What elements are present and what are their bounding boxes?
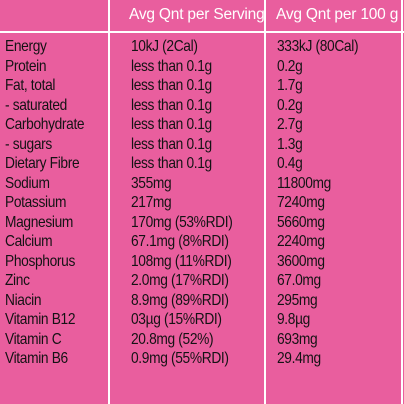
nutrient-name: Fat, total: [5, 77, 56, 94]
per-serving-value: 108mg (11%RDI): [131, 252, 232, 270]
nutrient-name: Calcium: [5, 233, 53, 250]
table-row: Sodium 355mg 11800mg: [0, 174, 404, 194]
nutrient-name: Niacin: [5, 291, 42, 309]
per-serving-value: 0.9mg (55%RDI): [131, 350, 229, 367]
per-serving-value: 217mg: [131, 194, 172, 211]
per-100g-value: 7240mg: [277, 194, 325, 211]
nutrient-name: Dietary Fibre: [5, 155, 80, 172]
per-100g-value: 67.0mg: [277, 272, 321, 289]
per-100g-value: 333kJ (80Cal): [277, 38, 359, 55]
table-row: Zinc 2.0mg (17%RDI) 67.0mg: [0, 271, 404, 291]
table-row: Niacin 8.9mg (89%RDI) 295mg: [0, 291, 404, 311]
per-serving-value: 170mg (53%RDI): [131, 213, 233, 231]
nutrient-name: Vitamin C: [5, 330, 62, 348]
nutrient-name: Phosphorus: [5, 252, 76, 270]
per-serving-value: 8.9mg (89%RDI): [131, 291, 229, 309]
per-100g-value: 2.7g: [277, 116, 303, 133]
per-100g-value: 693mg: [277, 330, 318, 348]
per-serving-value: 67.1mg (8%RDI): [131, 233, 229, 250]
column-divider: [401, 0, 403, 404]
table-row: Energy 10kJ (2Cal) 333kJ (80Cal): [0, 37, 404, 57]
per-100g-value: 2240mg: [277, 233, 325, 250]
per-serving-value: less than 0.1g: [131, 57, 212, 75]
per-serving-value: less than 0.1g: [131, 135, 212, 153]
per-100g-value: 0.2g: [277, 57, 303, 75]
table-row: Phosphorus 108mg (11%RDI) 3600mg: [0, 252, 404, 272]
nutrient-name: Vitamin B12: [5, 311, 76, 328]
table-row: Vitamin B6 0.9mg (55%RDI) 29.4mg: [0, 349, 404, 369]
header-per-100g: Avg Qnt per 100 g: [276, 6, 399, 23]
per-serving-value: 355mg: [131, 174, 172, 192]
table-row: Vitamin C 20.8mg (52%) 693mg: [0, 330, 404, 350]
header-divider: [0, 31, 404, 33]
nutrient-name: Magnesium: [5, 213, 74, 231]
table-row: Protein less than 0.1g 0.2g: [0, 57, 404, 77]
per-100g-value: 1.7g: [277, 77, 303, 94]
nutrient-name: Zinc: [5, 272, 30, 289]
nutrient-name: Energy: [5, 38, 47, 55]
nutrient-rows: Energy 10kJ (2Cal) 333kJ (80Cal) Protein…: [0, 37, 404, 369]
nutrient-name: Vitamin B6: [5, 350, 68, 367]
nutrient-name: Sodium: [5, 174, 50, 192]
per-100g-value: 11800mg: [277, 174, 331, 192]
nutrient-name: Carbohydrate: [5, 116, 85, 133]
per-100g-value: 1.3g: [277, 135, 303, 153]
per-serving-value: 2.0mg (17%RDI): [131, 272, 229, 289]
table-row: - saturated less than 0.1g 0.2g: [0, 96, 404, 116]
per-100g-value: 0.2g: [277, 96, 303, 114]
per-100g-value: 5660mg: [277, 213, 325, 231]
nutrient-name: Potassium: [5, 194, 67, 211]
per-100g-value: 3600mg: [277, 252, 325, 270]
per-serving-value: less than 0.1g: [131, 96, 212, 114]
column-divider: [108, 0, 110, 404]
nutrient-name: Protein: [5, 57, 47, 75]
nutrient-name: - saturated: [5, 96, 68, 114]
table-row: Potassium 217mg 7240mg: [0, 193, 404, 213]
table-row: Dietary Fibre less than 0.1g 0.4g: [0, 154, 404, 174]
table-row: Fat, total less than 0.1g 1.7g: [0, 76, 404, 96]
table-row: - sugars less than 0.1g 1.3g: [0, 135, 404, 155]
nutrient-name: - sugars: [5, 135, 52, 153]
column-divider: [264, 0, 266, 404]
per-serving-value: less than 0.1g: [131, 155, 212, 172]
header-per-serving: Avg Qnt per Serving: [129, 6, 265, 23]
per-100g-value: 9.8µg: [277, 311, 311, 328]
table-row: Carbohydrate less than 0.1g 2.7g: [0, 115, 404, 135]
per-serving-value: 20.8mg (52%): [131, 330, 214, 348]
table-row: Calcium 67.1mg (8%RDI) 2240mg: [0, 232, 404, 252]
table-row: Vitamin B12 03µg (15%RDI) 9.8µg: [0, 310, 404, 330]
per-serving-value: less than 0.1g: [131, 77, 212, 94]
per-100g-value: 295mg: [277, 291, 318, 309]
per-serving-value: 03µg (15%RDI): [131, 311, 222, 328]
per-100g-value: 29.4mg: [277, 350, 321, 367]
table-row: Magnesium 170mg (53%RDI) 5660mg: [0, 213, 404, 233]
per-100g-value: 0.4g: [277, 155, 303, 172]
per-serving-value: 10kJ (2Cal): [131, 38, 198, 55]
per-serving-value: less than 0.1g: [131, 116, 212, 133]
